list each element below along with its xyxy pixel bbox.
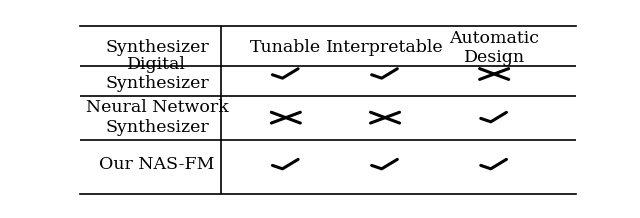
Text: Tunable: Tunable	[250, 39, 321, 56]
Text: Automatic
Design: Automatic Design	[449, 30, 539, 66]
Text: Neural Network
Synthesizer: Neural Network Synthesizer	[86, 99, 228, 136]
Text: Digital
Synthesizer: Digital Synthesizer	[105, 56, 209, 92]
Text: Interpretable: Interpretable	[326, 39, 444, 56]
Text: Synthesizer: Synthesizer	[105, 39, 209, 56]
Text: Our NAS-FM: Our NAS-FM	[99, 156, 214, 173]
